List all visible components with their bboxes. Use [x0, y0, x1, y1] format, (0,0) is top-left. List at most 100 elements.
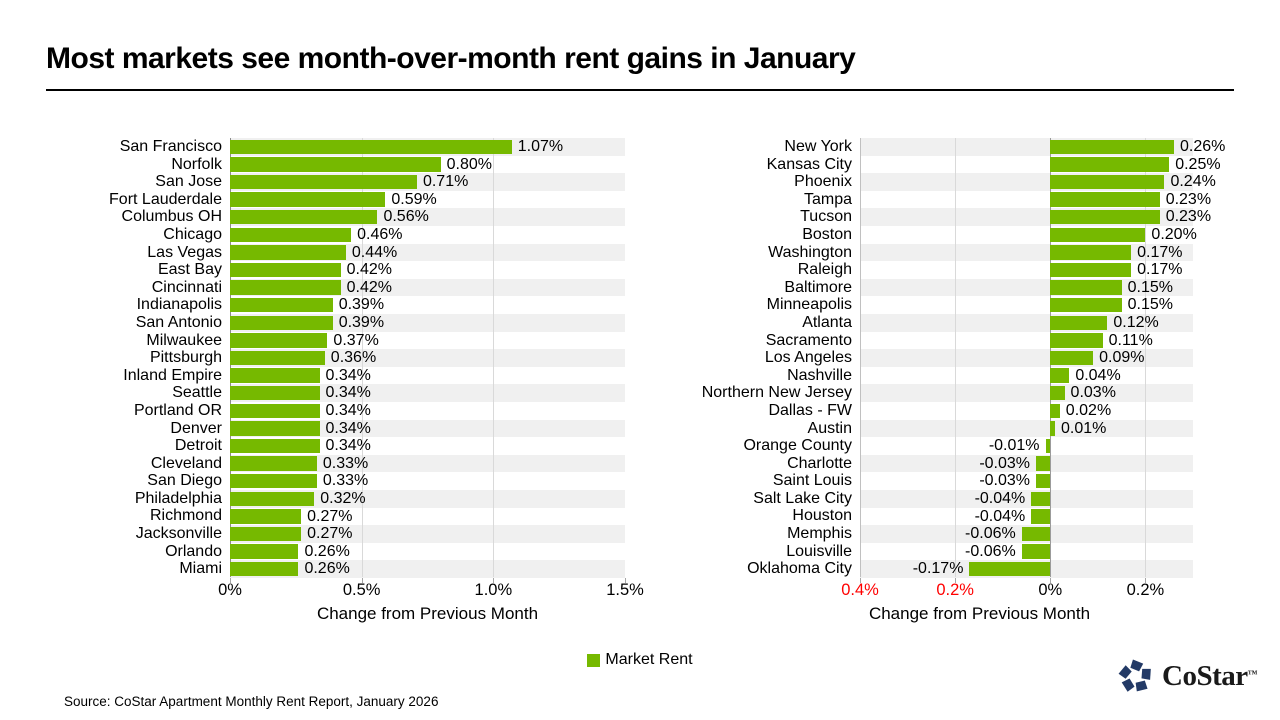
- bar: [230, 509, 302, 524]
- value-label: 0.71%: [422, 173, 469, 191]
- category-label: Dallas - FW: [768, 401, 852, 419]
- bar: [969, 561, 1051, 577]
- costar-logo-text: CoStar™: [1162, 660, 1258, 692]
- gridline: [1145, 138, 1147, 577]
- bar: [230, 403, 320, 418]
- bar: [230, 315, 333, 330]
- category-label: Cleveland: [150, 454, 222, 472]
- right-chart-plot-area: 0.26% 0.25% 0.24% 0.23% 0.23% 0.20% 0.17% 0.17%…: [860, 138, 1225, 583]
- category-label: Richmond: [149, 507, 222, 525]
- bar: [1036, 473, 1051, 489]
- bar: [1050, 350, 1094, 366]
- bar: [230, 438, 320, 454]
- category-label: Nashville: [787, 366, 852, 384]
- tick-label: 1.0%: [474, 581, 513, 599]
- bar: [230, 526, 302, 542]
- value-label: 0.44%: [351, 243, 398, 261]
- category-label: Indianapolis: [136, 296, 222, 314]
- tick-mark: [1145, 578, 1147, 583]
- value-label: 0.34%: [325, 402, 371, 419]
- category-label: Louisville: [786, 542, 852, 560]
- tick-mark: [955, 578, 957, 583]
- category-label: Chicago: [163, 225, 222, 243]
- right-bar-chart: New York Kansas City Phoenix Tampa Tucson Bos…: [640, 138, 1225, 624]
- tick-label: 0%: [218, 581, 242, 599]
- value-label: 0.46%: [357, 226, 403, 243]
- bar: [230, 368, 320, 383]
- category-label: Detroit: [174, 437, 222, 455]
- value-label: -0.03%: [979, 472, 1031, 490]
- value-label: 0.39%: [338, 314, 385, 331]
- category-label: Fort Lauderdale: [109, 190, 222, 208]
- category-label: Houston: [792, 507, 852, 525]
- legend: Market Rent: [0, 651, 1280, 669]
- source-note: Source: CoStar Apartment Monthly Rent Re…: [64, 694, 439, 709]
- value-label: 0.59%: [391, 190, 437, 208]
- title-underline: [46, 89, 1234, 91]
- bar: [1031, 509, 1051, 524]
- value-label: 0.56%: [383, 208, 429, 226]
- bar: [1050, 385, 1065, 401]
- tick-label: 0.2%: [1126, 581, 1165, 599]
- bar: [1021, 526, 1051, 542]
- category-label: Saint Louis: [772, 472, 852, 490]
- category-label: Las Vegas: [147, 243, 222, 261]
- left-chart-x-axis: 0% 0.5% 1.0% 1.5%: [218, 578, 644, 602]
- value-label: 0.80%: [446, 155, 493, 173]
- bar: [230, 333, 328, 348]
- bar: [1050, 368, 1070, 383]
- value-label: 0.39%: [338, 296, 385, 314]
- right-chart-x-axis: 0.4% 0.2% 0% 0.2%: [841, 578, 1193, 602]
- gridline: [493, 138, 495, 577]
- bar: [1050, 297, 1122, 313]
- value-label: 0.26%: [304, 560, 350, 578]
- category-label: Sacramento: [765, 331, 852, 349]
- bar: [1050, 421, 1056, 436]
- category-label: East Bay: [157, 261, 222, 279]
- chart-row: [860, 508, 1193, 526]
- tick-label: 0.5%: [342, 581, 381, 599]
- category-label: Denver: [170, 419, 222, 437]
- bar: [230, 561, 299, 577]
- bar: [1050, 280, 1122, 295]
- bar: [230, 473, 317, 489]
- category-label: Jacksonville: [135, 525, 222, 543]
- right-chart-category-labels: New York Kansas City Phoenix Tampa Tucson Bos…: [640, 138, 860, 578]
- category-label: Northern New Jersey: [701, 384, 852, 402]
- value-label: 0.27%: [307, 525, 353, 543]
- category-label: Kansas City: [766, 155, 852, 173]
- value-label: 0.03%: [1070, 384, 1116, 402]
- chart-row: [860, 314, 1193, 332]
- category-label: Portland OR: [133, 401, 222, 419]
- value-label: 0.17%: [1137, 261, 1183, 279]
- bar: [230, 245, 346, 260]
- value-label: 0.34%: [325, 366, 371, 384]
- chart-row: [860, 419, 1193, 438]
- bar: [1050, 245, 1132, 260]
- bar: [230, 491, 315, 506]
- value-label: -0.03%: [979, 454, 1031, 472]
- tick-mark: [493, 578, 495, 583]
- value-label: 0.34%: [325, 419, 371, 437]
- value-label: 0.12%: [1113, 314, 1159, 331]
- chart-row: [860, 490, 1193, 508]
- category-label: Orlando: [165, 542, 222, 560]
- value-label: 0.42%: [346, 278, 392, 296]
- value-label: 0.20%: [1151, 226, 1197, 243]
- bar: [230, 297, 333, 313]
- bar: [1050, 315, 1108, 330]
- bar: [1050, 174, 1165, 190]
- bar: [230, 227, 352, 242]
- tick-mark: [1050, 578, 1052, 583]
- category-label: San Diego: [147, 472, 222, 490]
- value-label: 0.11%: [1108, 331, 1153, 349]
- bar: [1050, 209, 1160, 225]
- bar: [1036, 456, 1051, 471]
- value-label: 0.32%: [320, 490, 366, 507]
- category-label: Pittsburgh: [149, 349, 222, 367]
- bar: [1031, 491, 1051, 506]
- value-label: 0.15%: [1127, 296, 1174, 314]
- value-label: 0.33%: [322, 472, 369, 490]
- left-chart-category-labels: San Francisco Norfolk San Jose Fort Lauderd…: [46, 138, 230, 578]
